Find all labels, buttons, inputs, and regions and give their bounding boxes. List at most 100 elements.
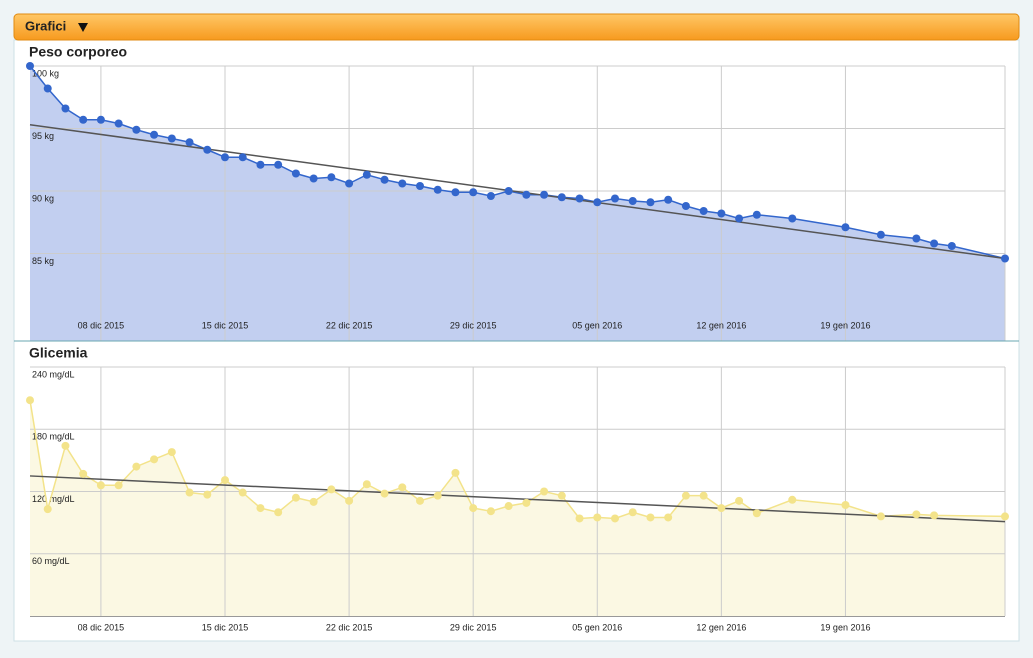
- data-point: [96, 115, 105, 124]
- data-point: [522, 498, 531, 507]
- data-point: [788, 214, 797, 223]
- data-point: [238, 153, 247, 162]
- data-point: [611, 194, 619, 203]
- data-point: [380, 175, 389, 184]
- data-point: [646, 198, 655, 207]
- data-point: [557, 193, 566, 202]
- data-point: [664, 195, 673, 204]
- data-point: [912, 510, 921, 519]
- data-point: [345, 496, 354, 505]
- data-point: [628, 197, 637, 205]
- data-point: [79, 469, 88, 478]
- data-point: [664, 513, 673, 522]
- data-point: [132, 125, 141, 134]
- data-point: [469, 188, 478, 197]
- y-tick-label: 240 mg/dL: [32, 369, 75, 379]
- data-point: [309, 174, 318, 183]
- data-point: [575, 194, 584, 203]
- data-point: [274, 508, 283, 517]
- y-tick-label: 95 kg: [32, 131, 54, 141]
- x-tick-label: 08 dic 2015: [78, 320, 125, 330]
- data-point: [841, 500, 850, 509]
- data-point: [433, 491, 442, 500]
- data-point: [504, 502, 513, 511]
- data-point: [362, 170, 371, 179]
- data-point: [540, 190, 549, 199]
- y-tick-label: 180 mg/dL: [32, 432, 75, 442]
- data-point: [362, 480, 371, 489]
- data-point: [930, 511, 939, 520]
- data-point: [274, 160, 283, 169]
- data-point: [380, 489, 389, 498]
- x-tick-label: 12 gen 2016: [696, 320, 746, 330]
- data-point: [451, 468, 460, 477]
- data-point: [203, 490, 212, 499]
- y-tick-label: 90 kg: [32, 193, 54, 203]
- trend-line: [29, 475, 1006, 523]
- x-tick-label: 29 dic 2015: [450, 320, 497, 330]
- x-tick-label: 19 gen 2016: [820, 320, 870, 330]
- dropdown-arrow[interactable]: [78, 23, 88, 32]
- area: [30, 66, 1005, 341]
- x-tick-label: 22 dic 2015: [326, 320, 373, 330]
- data-point: [788, 495, 797, 504]
- data-point: [327, 485, 336, 494]
- trend-line: [29, 124, 1006, 260]
- data-point: [26, 396, 34, 405]
- data-point: [433, 185, 442, 194]
- data-point: [593, 513, 602, 522]
- data-point: [522, 190, 531, 199]
- data-point: [114, 119, 123, 128]
- y-tick-label: 100 kg: [32, 68, 59, 78]
- data-point: [291, 493, 300, 502]
- data-point: [43, 84, 52, 93]
- data-point: [221, 153, 229, 162]
- y-tick-label: 120 mg/dL: [32, 494, 75, 504]
- data-point: [79, 115, 88, 124]
- data-point: [61, 441, 70, 450]
- data-point: [504, 187, 513, 195]
- data-point: [681, 491, 690, 500]
- data-point: [575, 514, 584, 523]
- data-point: [752, 509, 761, 518]
- data-point: [486, 192, 495, 200]
- data-point: [1001, 512, 1009, 521]
- data-point: [221, 476, 229, 485]
- data-point: [238, 488, 247, 497]
- data-point: [947, 242, 956, 250]
- data-point: [398, 179, 407, 188]
- x-tick-label: 08 dic 2015: [78, 622, 125, 632]
- data-point: [26, 62, 34, 70]
- chart-title: Glicemia: [29, 345, 88, 361]
- data-point: [699, 207, 708, 215]
- data-point: [752, 210, 761, 219]
- data-point: [841, 223, 850, 232]
- area: [30, 400, 1005, 616]
- data-point: [167, 134, 176, 143]
- data-point: [876, 230, 885, 239]
- data-point: [256, 160, 265, 169]
- data-point: [557, 491, 566, 500]
- data-point: [646, 513, 655, 522]
- data-point: [114, 481, 123, 490]
- data-point: [167, 448, 176, 457]
- section-title[interactable]: Grafici: [25, 18, 66, 33]
- x-tick-label: 22 dic 2015: [326, 622, 373, 632]
- y-tick-label: 85 kg: [32, 256, 54, 266]
- data-point: [717, 504, 726, 513]
- data-point: [291, 169, 300, 178]
- data-point: [416, 496, 424, 505]
- chart-title: Peso corporeo: [29, 44, 127, 60]
- data-point: [96, 481, 105, 490]
- data-point: [43, 505, 52, 514]
- data-point: [185, 138, 194, 147]
- x-tick-label: 15 dic 2015: [202, 622, 249, 632]
- data-point: [469, 504, 478, 513]
- x-tick-label: 19 gen 2016: [820, 622, 870, 632]
- data-point: [717, 209, 726, 218]
- section-header[interactable]: [13, 13, 1020, 41]
- data-point: [150, 130, 159, 139]
- y-tick-label: 60 mg/dL: [32, 556, 70, 566]
